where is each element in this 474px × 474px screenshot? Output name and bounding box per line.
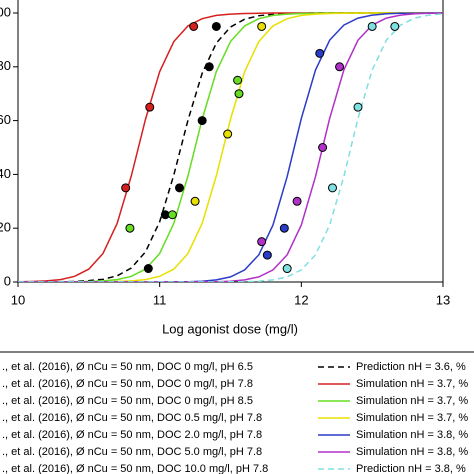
data-point xyxy=(125,223,135,233)
data-point xyxy=(257,21,267,31)
legend-label: ., et al. (2016), Ø nCu = 50 nm, DOC 10.… xyxy=(2,463,268,474)
data-point xyxy=(257,237,267,247)
y-tick-label: 80 xyxy=(0,58,11,73)
data-point xyxy=(335,62,345,72)
data-point xyxy=(262,250,272,260)
legend-label: Prediction nH = 3.8, % xyxy=(356,463,466,474)
data-point xyxy=(367,21,377,31)
legend-label: Simulation nH = 3.7, % xyxy=(356,378,468,390)
legend-label: ., et al. (2016), Ø nCu = 50 nm, DOC 0 m… xyxy=(2,378,253,390)
data-point xyxy=(390,21,400,31)
data-point xyxy=(175,183,184,193)
data-point xyxy=(282,264,292,274)
legend-label: ., et al. (2016), Ø nCu = 50 nm, DOC 0 m… xyxy=(2,395,253,407)
x-tick-label: 10 xyxy=(11,292,25,307)
legend-label: ., et al. (2016), Ø nCu = 50 nm, DOC 0.5… xyxy=(2,412,262,424)
y-tick-label: 40 xyxy=(0,166,11,181)
data-point xyxy=(211,21,221,31)
curve xyxy=(18,12,443,282)
data-point xyxy=(121,183,131,193)
data-point xyxy=(279,223,289,233)
data-point xyxy=(318,143,328,152)
x-tick-label: 11 xyxy=(153,292,167,307)
y-tick-label: 0 xyxy=(4,273,11,288)
data-point xyxy=(167,210,177,220)
y-tick-label: 100 xyxy=(0,4,11,19)
data-point xyxy=(190,196,200,206)
legend-box xyxy=(0,351,474,353)
data-point xyxy=(292,196,302,206)
legend-label: Simulation nH = 3.7, % xyxy=(356,412,468,424)
y-tick-label: 20 xyxy=(0,220,11,235)
legend-label: Simulation nH = 3.7, % xyxy=(356,395,468,407)
data-point xyxy=(145,102,155,112)
y-tick-label: 60 xyxy=(0,112,11,127)
legend-label: Simulation nH = 3.8, % xyxy=(356,429,468,441)
legend-label: Prediction nH = 3.6, % xyxy=(356,361,466,373)
x-axis-label: Log agonist dose (mg/l) xyxy=(162,321,298,336)
data-point xyxy=(223,129,233,139)
legend-label: ., et al. (2016), Ø nCu = 50 nm, DOC 2.0… xyxy=(2,429,262,441)
data-point xyxy=(353,102,363,112)
legend-label: ., et al. (2016), Ø nCu = 50 nm, DOC 0 m… xyxy=(2,361,253,373)
x-tick-label: 13 xyxy=(436,292,450,307)
data-point xyxy=(204,62,214,72)
data-point xyxy=(143,264,153,274)
curve xyxy=(18,12,443,282)
curve xyxy=(18,13,443,282)
legend-label: Simulation nH = 3.8, % xyxy=(356,446,468,458)
data-point xyxy=(197,116,207,126)
data-point xyxy=(315,48,325,58)
legend-label: ., et al. (2016), Ø nCu = 50 nm, DOC 5.0… xyxy=(2,446,262,458)
data-point xyxy=(189,21,199,31)
data-point xyxy=(328,183,337,193)
data-point xyxy=(233,75,243,85)
x-tick-label: 12 xyxy=(294,292,308,307)
data-point xyxy=(234,89,244,99)
